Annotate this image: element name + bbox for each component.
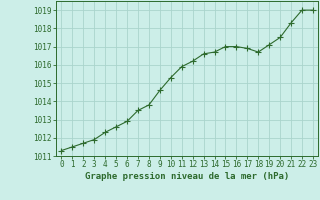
X-axis label: Graphe pression niveau de la mer (hPa): Graphe pression niveau de la mer (hPa) bbox=[85, 172, 289, 181]
